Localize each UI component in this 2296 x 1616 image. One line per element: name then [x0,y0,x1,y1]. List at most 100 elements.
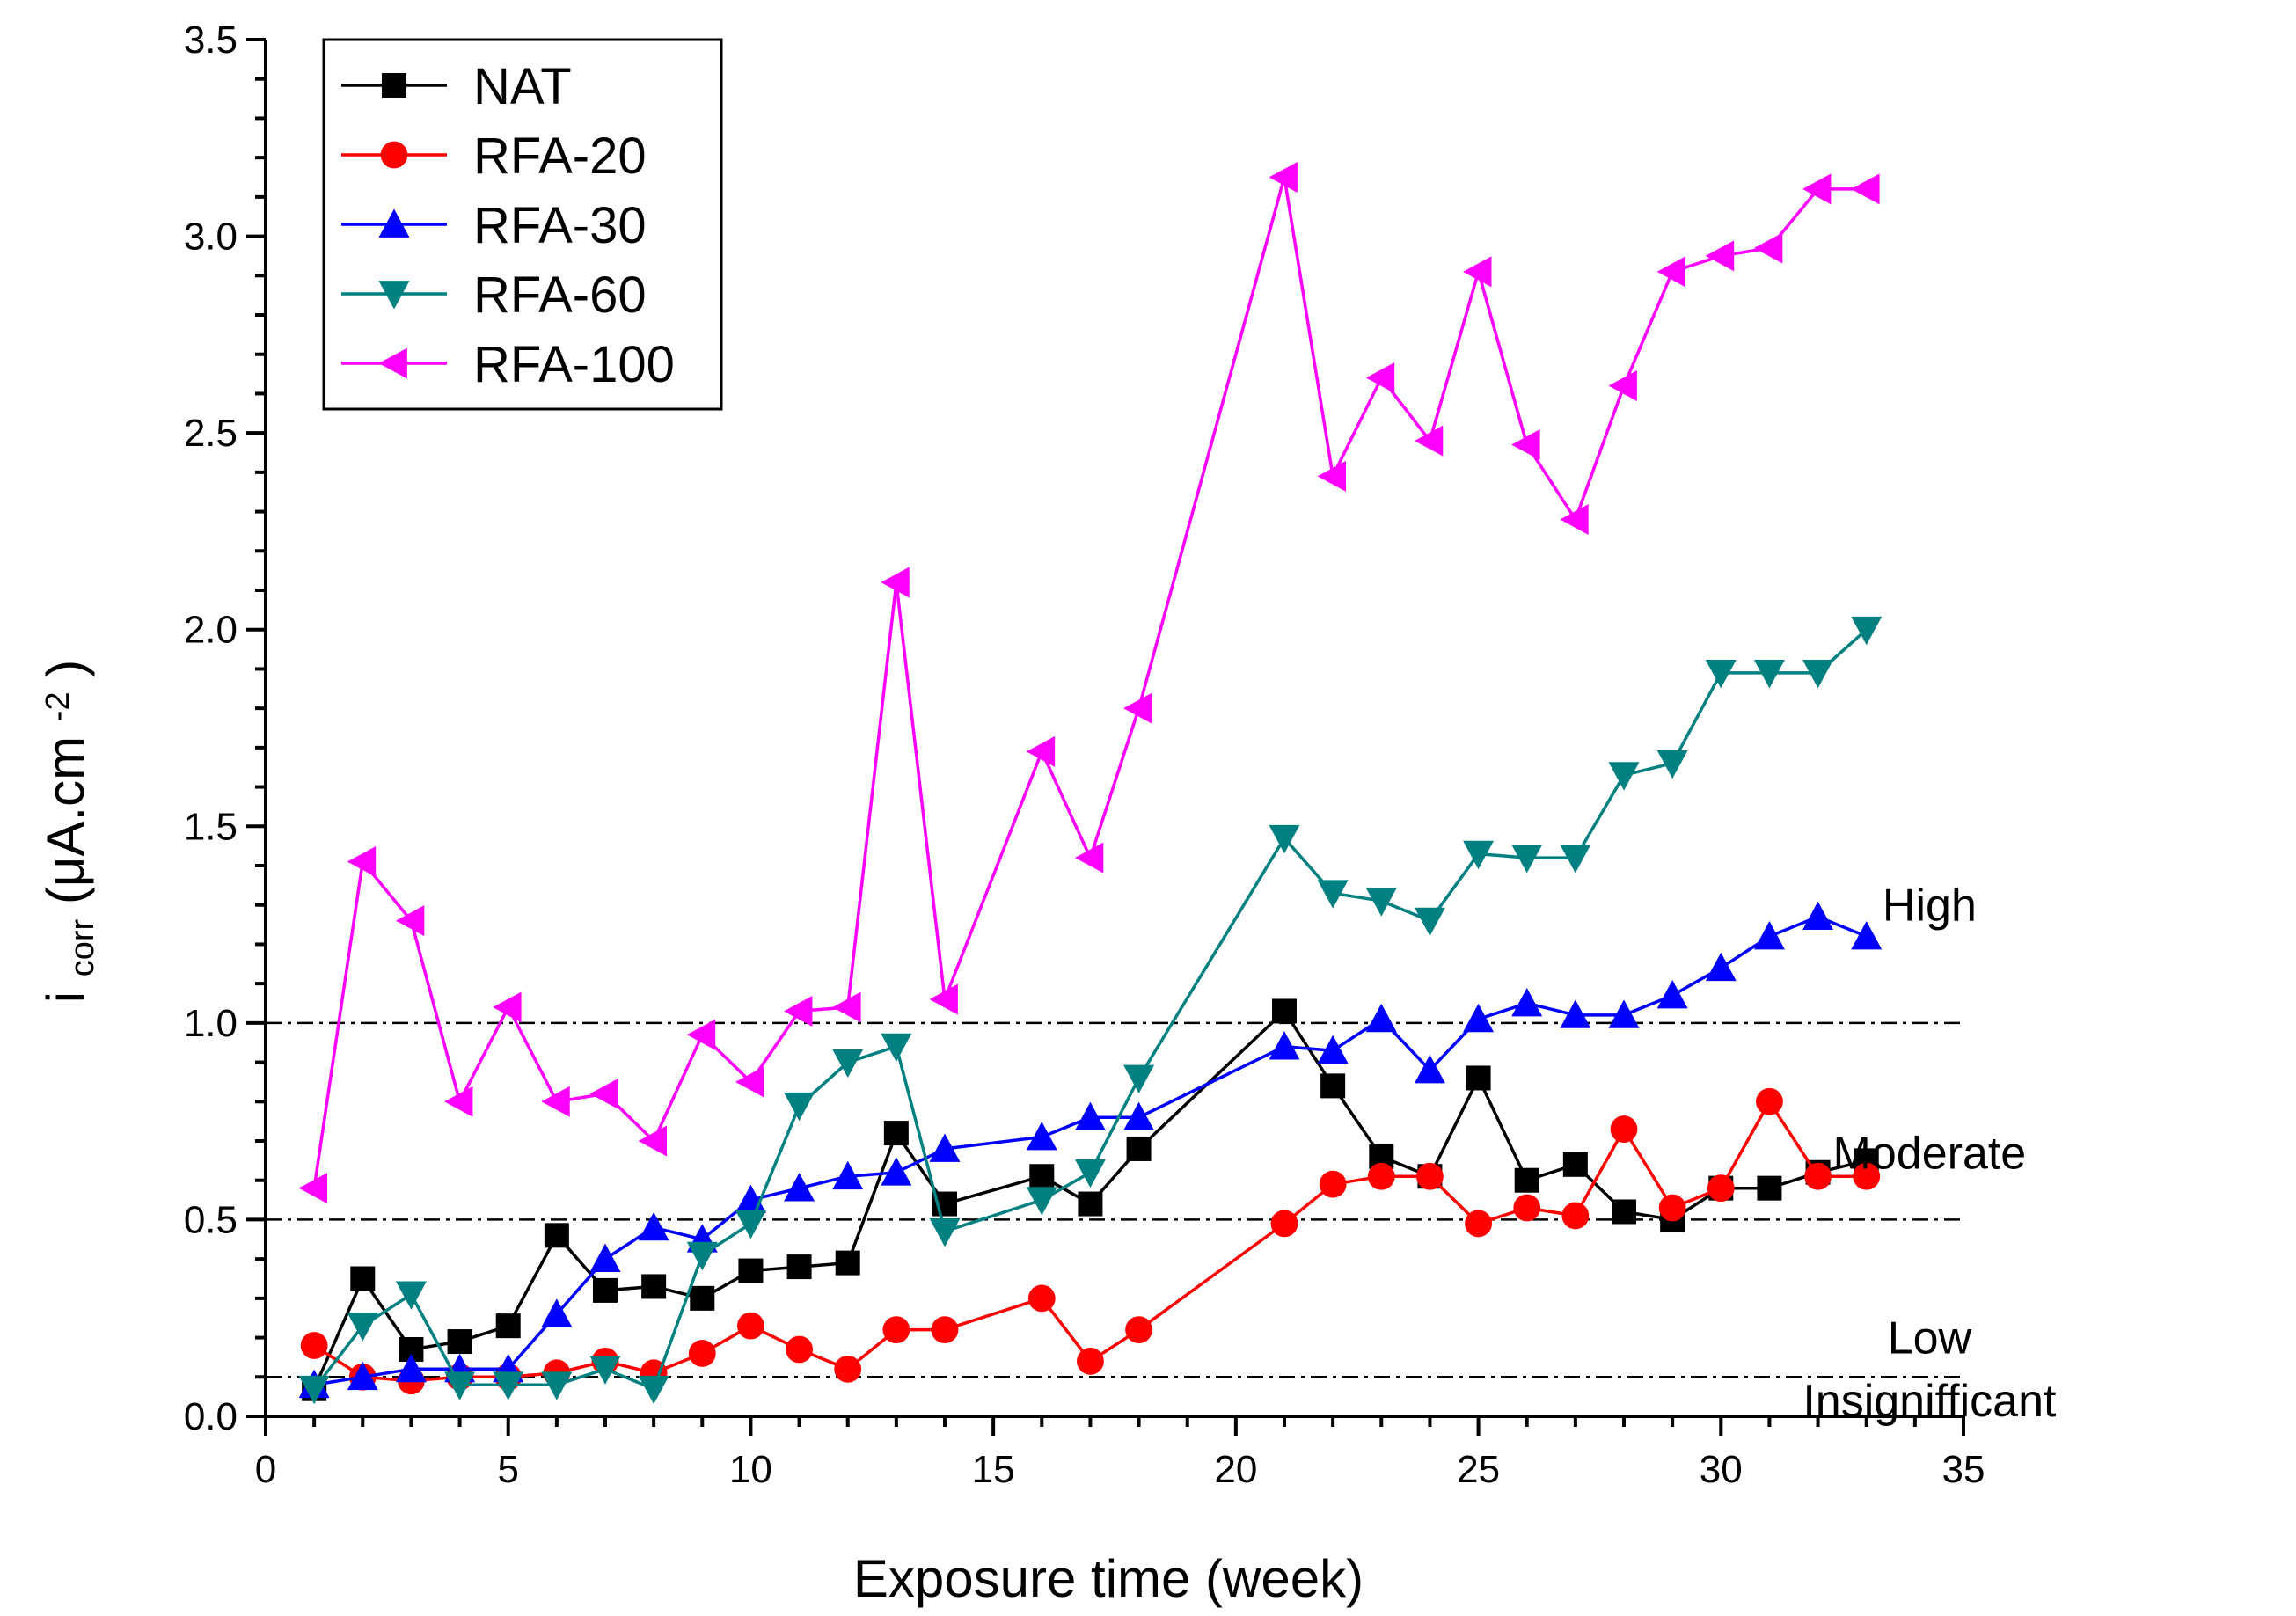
legend-item-rfa-30: RFA-30 [341,197,647,254]
data-point [493,991,522,1023]
data-point [1610,1115,1638,1143]
y-tick-label: 0.0 [184,1395,238,1438]
legend-marker [378,281,410,310]
data-point [1804,1162,1832,1190]
data-point [834,1355,862,1383]
x-tick-label: 35 [1942,1448,1985,1491]
series-line [312,175,1867,1188]
data-point [1658,1194,1686,1222]
data-point [1707,1174,1735,1203]
x-tick-label: 20 [1214,1448,1257,1491]
data-point [1608,369,1637,401]
data-point [686,1241,718,1271]
data-point [929,983,958,1015]
data-point [638,1211,669,1241]
data-point [1365,362,1395,394]
data-point [931,1316,959,1344]
data-point [589,1243,621,1273]
data-point [1802,901,1834,931]
data-point [1466,1065,1491,1091]
data-point [1705,952,1737,982]
data-point [1851,173,1880,205]
data-point [298,1173,328,1204]
data-point [1026,1122,1057,1151]
data-point [883,1121,909,1146]
legend-label: RFA-20 [473,128,647,185]
data-point [1802,173,1832,205]
data-point [881,1033,912,1063]
data-point [1561,1202,1590,1230]
x-axis-title: Exposure time (week) [853,1549,1364,1608]
data-point [1802,660,1834,689]
data-point [300,1332,328,1359]
data-point [395,1353,427,1383]
data-point [832,1049,864,1079]
data-point [1365,888,1397,917]
data-point [1851,920,1883,950]
data-point [1123,1064,1155,1093]
y-tick-label: 1.0 [184,1002,238,1045]
zone-label: Moderate [1833,1128,2027,1179]
legend-label: RFA-30 [473,197,647,254]
data-point [1513,1194,1541,1222]
data-point [1853,1162,1881,1190]
data-point [447,1329,472,1355]
y-axis-title-main: i [36,991,95,1003]
x-tick-label: 30 [1700,1448,1743,1491]
y-tick-label: 1.5 [184,805,238,848]
data-point [1851,616,1883,646]
data-point [832,1160,864,1190]
legend-marker [380,141,408,169]
data-point [835,1250,860,1276]
data-point [1463,256,1492,288]
data-point [784,995,813,1027]
data-point [1414,425,1444,457]
data-point [347,846,377,878]
data-point [347,1313,378,1342]
data-point [1608,762,1640,791]
legend-label: RFA-100 [473,336,675,393]
threshold-lines [266,1021,1963,1378]
y-tick-label: 0.5 [184,1198,238,1241]
y-axis-title-unit: (μA.cm [36,736,95,904]
data-point [688,1340,716,1367]
data-point [737,1312,764,1340]
y-tick-label: 3.0 [184,216,238,259]
data-point [1317,880,1349,909]
data-point [395,1281,427,1310]
legend-item-rfa-100: RFA-100 [341,336,675,393]
data-point [1514,1167,1539,1193]
x-tick-label: 5 [497,1448,518,1491]
data-point [1511,845,1543,874]
y-axis-title-unit-close: ) [36,660,95,677]
data-point [1560,999,1591,1028]
data-point [1562,1152,1588,1177]
data-point [784,1092,815,1122]
data-point [1414,907,1445,937]
data-point [1416,1162,1444,1190]
data-point [1317,1035,1349,1064]
data-point [1757,1175,1782,1201]
data-point [1074,1159,1106,1188]
data-point [495,1313,521,1339]
data-point [350,1266,376,1291]
data-point [641,1274,667,1299]
data-point [1365,1003,1397,1033]
zone-label: High [1883,881,1977,932]
series-rfa-30 [298,901,1883,1399]
data-point [1320,1073,1346,1099]
data-point [690,1285,715,1311]
data-point [832,991,861,1023]
data-point [1029,1164,1055,1189]
data-point [298,1375,330,1405]
data-point [593,1277,618,1303]
data-point [1612,1199,1636,1225]
y-tick-label: 2.5 [184,412,238,455]
data-point [882,1316,910,1344]
zone-label: Insignifficant [1802,1376,2057,1427]
data-point [881,567,910,598]
data-point [1463,840,1495,870]
data-point [1272,998,1297,1024]
data-point [929,1217,961,1247]
